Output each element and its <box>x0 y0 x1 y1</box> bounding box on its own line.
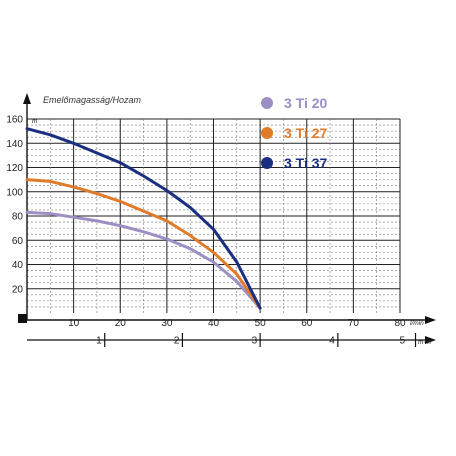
chart-title: Emelőmagasság/Hozam <box>43 95 142 105</box>
x2-tick-label: 5 <box>399 336 405 347</box>
y-tick-label: 120 <box>6 163 23 174</box>
x-unit-label: l/min <box>410 320 424 327</box>
legend-item-3-ti-37: 3 Ti 37 <box>261 155 328 171</box>
legend-label-3-ti-37: 3 Ti 37 <box>284 155 328 171</box>
x-tick-label: 70 <box>348 318 360 329</box>
x-tick-label: 10 <box>68 318 80 329</box>
y-tick-label: 60 <box>12 236 24 247</box>
secondary-x-axis: 1 2 3 4 5 <box>96 333 417 347</box>
x-tick-label: 40 <box>208 318 220 329</box>
x-tick-label: 50 <box>255 318 267 329</box>
x-axis-arrow <box>425 316 436 324</box>
x-tick-label: 20 <box>115 318 127 329</box>
x2-unit-label: m³/h <box>418 339 431 346</box>
y-tick-label: 20 <box>12 284 24 295</box>
legend: 3 Ti 20 3 Ti 27 3 Ti 37 <box>261 95 328 171</box>
x2-tick-label: 4 <box>329 336 335 347</box>
y-axis-arrow <box>23 93 31 104</box>
x-tick-label: 60 <box>301 318 313 329</box>
legend-label-3-ti-27: 3 Ti 27 <box>284 125 328 141</box>
curve-3-ti-37 <box>25 127 262 310</box>
legend-marker-3-ti-20 <box>261 97 273 109</box>
legend-label-3-ti-20: 3 Ti 20 <box>284 95 328 111</box>
x2-tick-label: 1 <box>96 336 102 347</box>
y-tick-label: 100 <box>6 187 23 198</box>
x2-tick-label: 3 <box>252 336 258 347</box>
x-tick-label: 30 <box>161 318 173 329</box>
grid <box>27 118 401 313</box>
legend-item-3-ti-27: 3 Ti 27 <box>261 125 328 141</box>
tick-labels: 20 40 60 80 100 120 140 160 10 20 30 40 50 60 70 80 <box>6 115 406 330</box>
curves <box>25 127 262 310</box>
y-tick-label: 40 <box>12 260 24 271</box>
x2-tick-label: 2 <box>174 336 180 347</box>
y-tick-label: 160 <box>6 115 23 126</box>
curve-3-ti-20 <box>25 210 262 310</box>
origin-marker <box>18 314 27 323</box>
legend-marker-3-ti-27 <box>261 127 273 139</box>
y-tick-label: 80 <box>12 212 24 223</box>
y-unit-label: m <box>32 118 38 125</box>
x2-axis-arrow <box>425 336 436 344</box>
x-tick-label: 80 <box>394 318 406 329</box>
y-tick-label: 140 <box>6 139 23 150</box>
legend-marker-3-ti-37 <box>261 157 273 169</box>
curve-3-ti-27 <box>25 178 262 310</box>
legend-item-3-ti-20: 3 Ti 20 <box>261 95 328 111</box>
